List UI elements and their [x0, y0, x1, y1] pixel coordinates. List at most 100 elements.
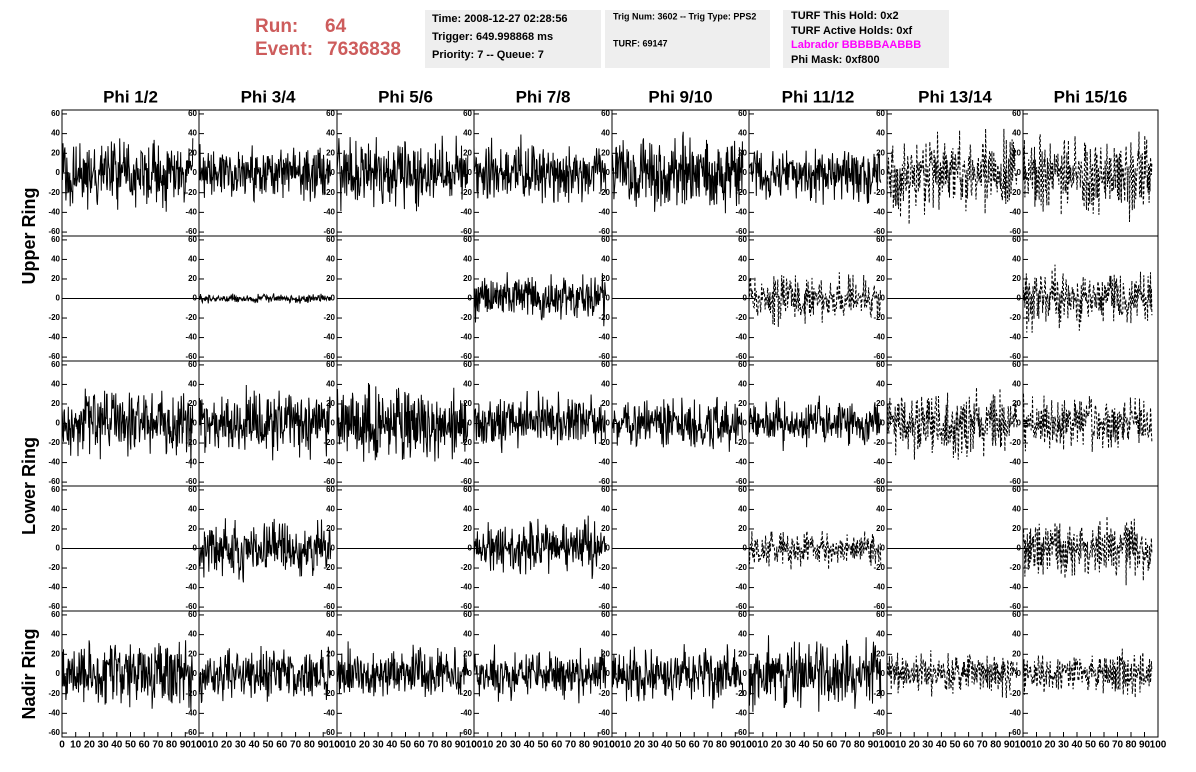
y-tick-label: 60: [738, 610, 747, 619]
y-tick-label: -40: [460, 583, 472, 592]
y-tick-label: -40: [598, 207, 610, 216]
info-labrador: Labrador BBBBBAABBB: [791, 39, 921, 51]
y-tick-label: 20: [1012, 649, 1021, 658]
y-tick-label: 60: [601, 109, 610, 118]
y-tick-label: 40: [1012, 255, 1021, 264]
waveform: [748, 148, 882, 205]
y-tick-label: 20: [51, 524, 60, 533]
x-tick-label: 60: [414, 740, 426, 751]
y-tick-label: -40: [323, 207, 335, 216]
y-tick-label: 40: [1012, 129, 1021, 138]
x-tick-label: 90: [318, 740, 330, 751]
x-tick-label: 20: [84, 740, 96, 751]
y-tick-label: -20: [598, 313, 610, 322]
y-tick-label: -40: [1009, 583, 1021, 592]
y-tick-label: 40: [51, 380, 60, 389]
y-tick-label: 40: [326, 380, 335, 389]
y-tick-label: -60: [185, 352, 197, 361]
x-tick-label: 80: [1125, 740, 1137, 751]
y-tick-label: 60: [51, 610, 60, 619]
y-tick-label: 0: [56, 419, 61, 428]
y-tick-label: 0: [193, 544, 198, 553]
y-tick-label: -60: [873, 477, 885, 486]
y-tick-label: 40: [876, 630, 885, 639]
y-tick-label: 0: [881, 419, 886, 428]
y-tick-label: 20: [326, 399, 335, 408]
x-tick-label: 80: [166, 740, 178, 751]
x-tick-label: 70: [702, 740, 714, 751]
y-tick-label: 20: [1012, 399, 1021, 408]
column-header: Phi 7/8: [516, 87, 571, 106]
y-tick-label: 40: [1012, 630, 1021, 639]
waveform: [611, 644, 744, 709]
waveform: [748, 395, 882, 452]
y-tick-label: -60: [1009, 602, 1021, 611]
y-tick-label: 0: [881, 669, 886, 678]
y-tick-label: -60: [735, 728, 747, 737]
y-tick-label: 40: [738, 129, 747, 138]
y-tick-label: -40: [48, 708, 60, 717]
y-tick-label: 20: [738, 524, 747, 533]
y-tick-label: 60: [463, 610, 472, 619]
y-tick-label: -60: [873, 352, 885, 361]
y-tick-label: -60: [323, 227, 335, 236]
y-tick-label: 0: [56, 168, 61, 177]
y-tick-label: -40: [1009, 207, 1021, 216]
y-tick-label: -40: [1009, 458, 1021, 467]
waveform: [1022, 392, 1153, 452]
y-tick-label: -60: [323, 477, 335, 486]
x-tick-label: 20: [496, 740, 508, 751]
y-tick-label: 60: [876, 360, 885, 369]
y-tick-label: 0: [468, 419, 473, 428]
x-tick-label: 50: [400, 740, 412, 751]
x-tick-label: 50: [125, 740, 137, 751]
waveform: [473, 644, 607, 704]
x-tick-label: 100: [329, 740, 346, 751]
y-tick-label: 0: [331, 544, 336, 553]
y-tick-label: 60: [1012, 109, 1021, 118]
x-tick-label: 90: [180, 740, 192, 751]
y-tick-label: 60: [876, 109, 885, 118]
y-tick-label: 60: [51, 360, 60, 369]
y-tick-label: -20: [598, 563, 610, 572]
y-tick-label: -60: [735, 227, 747, 236]
y-tick-label: 20: [1012, 274, 1021, 283]
x-tick-label: 50: [812, 740, 824, 751]
y-tick-label: -20: [598, 689, 610, 698]
y-tick-label: -60: [1009, 728, 1021, 737]
y-tick-label: 40: [1012, 380, 1021, 389]
waveform: [1022, 131, 1153, 223]
y-tick-label: 0: [468, 669, 473, 678]
y-tick-label: 40: [601, 129, 610, 138]
y-tick-label: 0: [743, 168, 748, 177]
y-tick-label: -20: [323, 313, 335, 322]
y-tick-label: 0: [606, 544, 611, 553]
y-tick-label: -40: [460, 207, 472, 216]
y-tick-label: 40: [326, 129, 335, 138]
x-tick-label: 90: [1139, 740, 1151, 751]
x-tick-label: 90: [1004, 740, 1016, 751]
y-tick-label: -20: [460, 689, 472, 698]
y-tick-label: 0: [193, 168, 198, 177]
y-tick-label: 20: [51, 148, 60, 157]
y-tick-label: 60: [876, 235, 885, 244]
y-tick-label: 40: [463, 255, 472, 264]
y-tick-label: -20: [48, 689, 60, 698]
y-tick-label: -20: [48, 563, 60, 572]
y-tick-label: -60: [323, 352, 335, 361]
y-tick-label: -20: [735, 689, 747, 698]
y-tick-label: -20: [323, 438, 335, 447]
y-tick-label: 40: [876, 129, 885, 138]
y-tick-label: -40: [323, 583, 335, 592]
y-tick-label: -20: [735, 188, 747, 197]
y-tick-label: 60: [601, 485, 610, 494]
y-tick-label: -60: [1009, 352, 1021, 361]
y-tick-label: 0: [56, 669, 61, 678]
y-tick-label: 60: [188, 109, 197, 118]
y-tick-label: 40: [601, 630, 610, 639]
y-tick-label: 0: [606, 294, 611, 303]
column-header: Phi 9/10: [648, 87, 712, 106]
info-time: Time: 2008-12-27 02:28:56: [432, 13, 568, 25]
x-tick-label: 80: [854, 740, 866, 751]
